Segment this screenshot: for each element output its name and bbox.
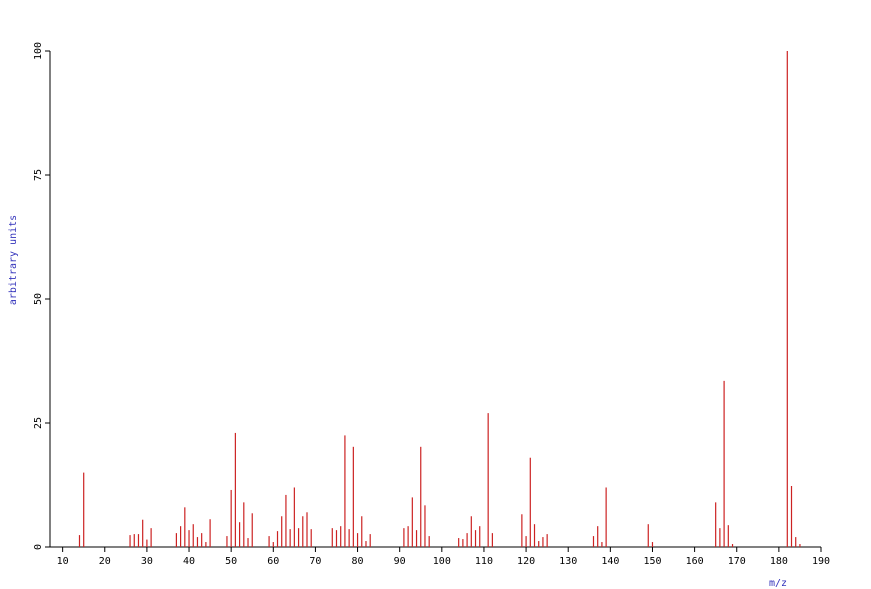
y-tick-label: 25 — [33, 417, 44, 429]
x-tick-label: 120 — [517, 556, 535, 567]
y-tick-label: 100 — [33, 42, 44, 60]
x-tick-label: 140 — [601, 556, 619, 567]
x-tick-label: 110 — [475, 556, 493, 567]
y-tick-label: 75 — [33, 169, 44, 181]
x-tick-label: 10 — [57, 556, 69, 567]
x-tick-label: 190 — [812, 556, 830, 567]
x-tick-label: 90 — [394, 556, 406, 567]
y-tick-label: 0 — [33, 544, 44, 550]
x-tick-label: 150 — [643, 556, 661, 567]
y-tick-label: 50 — [33, 293, 44, 305]
x-tick-label: 80 — [352, 556, 364, 567]
x-axis-label: m/z — [769, 578, 787, 589]
x-tick-label: 100 — [433, 556, 451, 567]
x-tick-label: 40 — [183, 556, 195, 567]
x-tick-label: 50 — [225, 556, 237, 567]
x-tick-label: 70 — [309, 556, 321, 567]
x-tick-label: 30 — [141, 556, 153, 567]
x-tick-label: 20 — [99, 556, 111, 567]
x-tick-label: 60 — [267, 556, 279, 567]
x-tick-label: 130 — [559, 556, 577, 567]
x-tick-label: 180 — [770, 556, 788, 567]
y-axis-label: arbitrary units — [8, 215, 19, 305]
x-tick-label: 170 — [728, 556, 746, 567]
x-tick-label: 160 — [686, 556, 704, 567]
